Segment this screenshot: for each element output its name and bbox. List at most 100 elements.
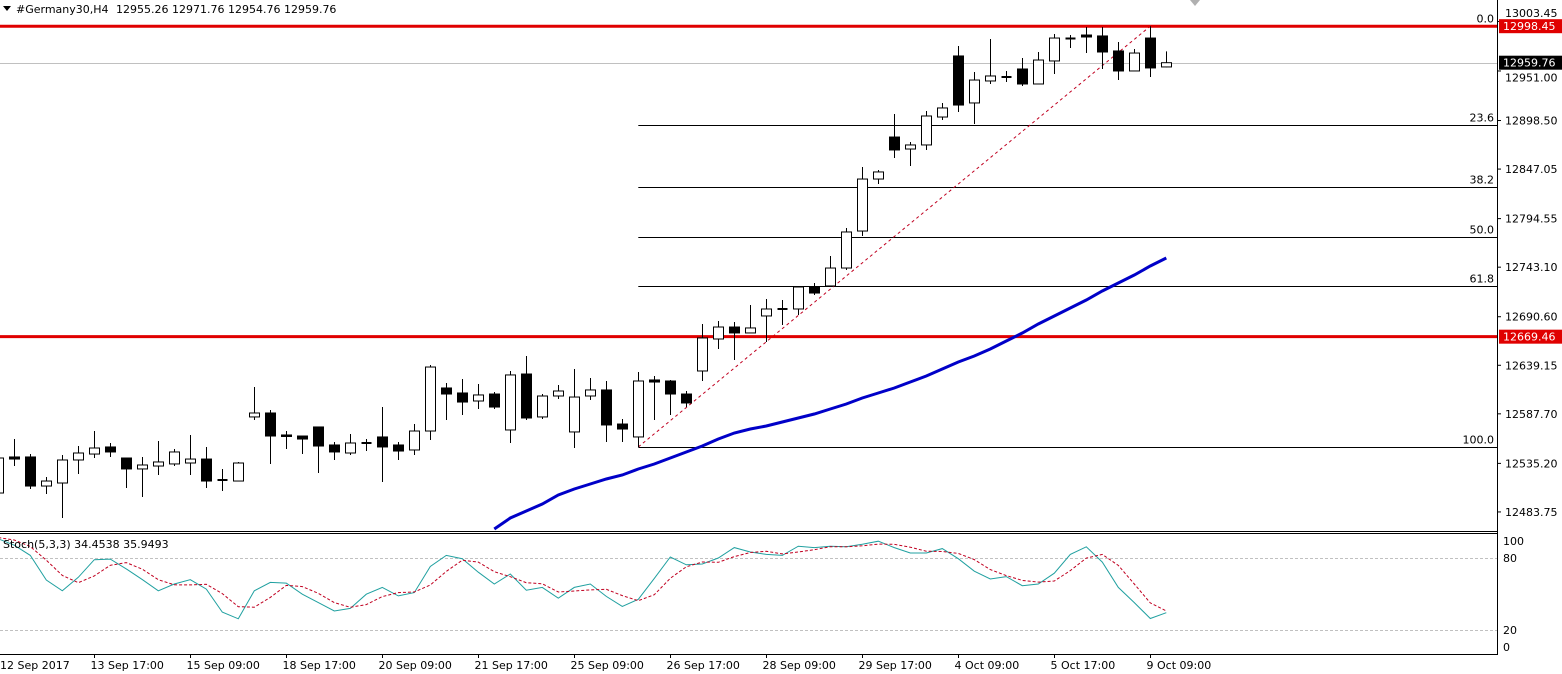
triangle-down-icon[interactable] — [3, 6, 11, 11]
candle — [457, 379, 468, 415]
price-tick-label: 12951.00 — [1505, 72, 1558, 85]
time-axis[interactable]: 12 Sep 2017 13 Sep 17:00 15 Sep 09:00 18 Se… — [0, 654, 1211, 672]
candle-body — [937, 107, 948, 118]
candle-body — [889, 136, 900, 151]
candle — [777, 300, 788, 326]
time-tick-label: 5 Oct 17:00 — [1051, 659, 1116, 672]
candle — [1129, 48, 1140, 72]
horizontal-levels[interactable] — [0, 24, 1497, 339]
candle-body — [697, 337, 708, 372]
candle-body — [1097, 35, 1108, 53]
candle — [1145, 26, 1156, 78]
candle-body — [1049, 37, 1060, 62]
price-pane[interactable]: 0.0 23.6 38.2 50.0 61.8 100.0 — [0, 13, 1497, 531]
candle — [585, 377, 596, 400]
level-price-badge — [1499, 329, 1562, 344]
candle-body — [969, 79, 980, 104]
candle-body — [1081, 34, 1092, 38]
candle — [729, 322, 740, 361]
candle — [441, 382, 452, 420]
stoch-tick-label: 100 — [1503, 535, 1524, 548]
candle — [313, 426, 324, 474]
candle — [217, 468, 228, 492]
candle-body — [857, 178, 868, 232]
symbol-label: #Germany30,H4 — [16, 3, 109, 16]
candle-body — [409, 430, 420, 451]
time-tick-label: 12 Sep 2017 — [0, 659, 70, 672]
candle-body — [265, 412, 276, 437]
price-tick-label: 12483.75 — [1505, 506, 1558, 519]
fibonacci-retracement[interactable]: 0.0 23.6 38.2 50.0 61.8 100.0 — [637, 13, 1497, 448]
time-tick-label: 20 Sep 09:00 — [379, 659, 452, 672]
candle — [857, 166, 868, 237]
candle-body — [89, 447, 100, 455]
candle-body — [601, 389, 612, 426]
candle-body — [1145, 37, 1156, 69]
candle — [1033, 52, 1044, 85]
stoch-axis: 100 80 20 0 — [1503, 535, 1524, 654]
candle-body — [649, 379, 660, 383]
candle — [633, 372, 644, 447]
candle-body — [457, 392, 468, 403]
time-tick-label: 13 Sep 17:00 — [91, 659, 164, 672]
time-tick-label: 29 Sep 17:00 — [859, 659, 932, 672]
fib-trend-line[interactable] — [637, 25, 1151, 448]
candle — [569, 369, 580, 448]
stoch-main-line — [0, 538, 1167, 620]
candle — [841, 228, 852, 271]
price-tick-label: 12587.70 — [1505, 408, 1558, 421]
candle-body — [169, 451, 180, 465]
price-tick-label: 12794.55 — [1505, 213, 1558, 226]
candle — [665, 379, 676, 415]
candle-body — [729, 326, 740, 334]
candle-body — [57, 459, 68, 484]
candle-body — [489, 393, 500, 408]
candle-body — [25, 456, 36, 487]
candle — [281, 431, 292, 450]
candle — [1097, 26, 1108, 69]
candle — [121, 457, 132, 489]
candle-body — [793, 286, 804, 310]
candle-body — [233, 462, 244, 482]
candle-body — [505, 374, 516, 431]
current-price-label: 12959.76 — [1503, 57, 1556, 70]
candle — [9, 439, 20, 467]
level-price-label: 12669.46 — [1503, 331, 1556, 344]
candle-body — [185, 458, 196, 464]
candle — [169, 449, 180, 467]
candle — [617, 419, 628, 442]
candle — [601, 380, 612, 442]
candle-body — [921, 115, 932, 146]
candle-body — [1033, 59, 1044, 85]
candle-body — [105, 446, 116, 453]
candle — [105, 442, 116, 457]
candle — [153, 441, 164, 475]
level-price-badge — [1499, 19, 1562, 34]
candle — [937, 102, 948, 120]
candle — [297, 435, 308, 455]
fib-level-label: 100.0 — [1463, 434, 1495, 447]
fib-level-label: 61.8 — [1470, 273, 1495, 286]
candle-body — [809, 286, 820, 294]
stochastic-pane[interactable]: Stoch(5,3,3) 34.4538 35.9493 — [0, 537, 1497, 631]
candle-body — [825, 267, 836, 287]
time-tick-label: 4 Oct 09:00 — [955, 659, 1020, 672]
time-tick-label: 26 Sep 17:00 — [667, 659, 740, 672]
candle — [1065, 35, 1076, 49]
candle-body — [745, 327, 756, 334]
price-tick-label: 12535.20 — [1505, 457, 1558, 470]
candle-body — [905, 144, 916, 150]
price-axis[interactable]: 13003.45 12951.00 12898.50 12847.05 12794.55… — [1497, 7, 1558, 519]
price-tick-label: 12898.50 — [1505, 115, 1558, 128]
candle-body — [9, 456, 20, 460]
candle-body — [1129, 52, 1140, 72]
candle-body — [425, 366, 436, 432]
candle-body — [297, 435, 308, 440]
stoch-tick-label: 80 — [1503, 552, 1517, 565]
chart-shift-icon[interactable] — [1190, 0, 1200, 6]
candle-body — [281, 434, 292, 437]
candle-body — [873, 171, 884, 180]
candle — [953, 45, 964, 113]
candle — [745, 305, 756, 334]
